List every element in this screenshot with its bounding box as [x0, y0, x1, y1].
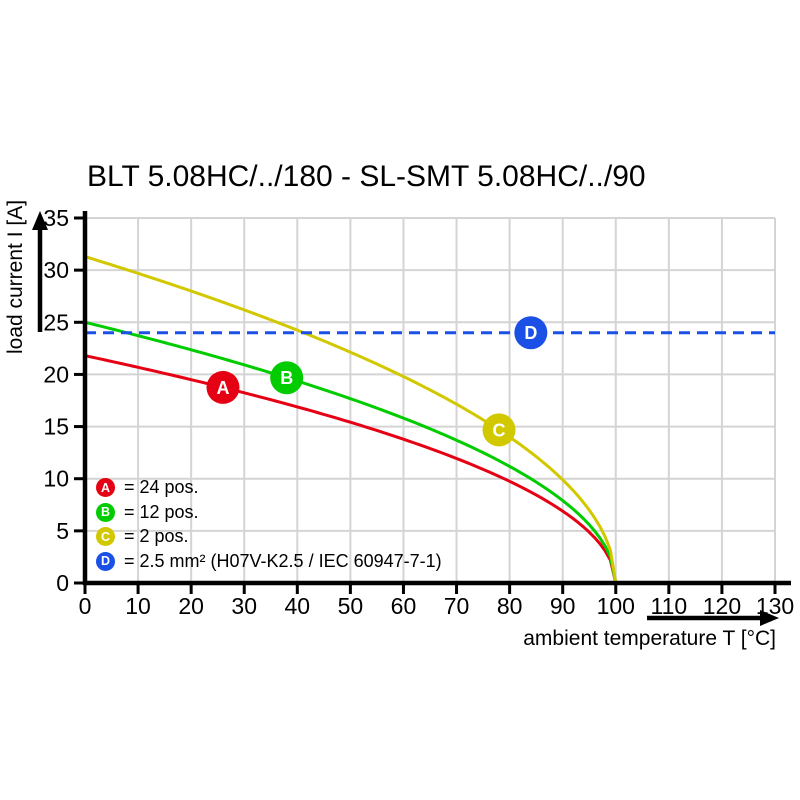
- curve-a: [84, 354, 618, 584]
- x-tick-label: 30: [231, 593, 257, 619]
- x-tick-label: 80: [497, 593, 523, 619]
- y-tick-label: 20: [43, 361, 69, 387]
- y-tick-label: 10: [43, 466, 69, 492]
- y-tick-label: 15: [43, 414, 69, 440]
- curve-marker-d: [514, 316, 548, 350]
- x-tick-label: 40: [285, 593, 311, 619]
- curve-marker-c-label: C: [493, 420, 506, 440]
- curve-marker-b-label: B: [280, 368, 293, 388]
- x-tick-label: 0: [79, 593, 92, 619]
- curve-b: [84, 320, 618, 584]
- y-tick-label: 25: [43, 309, 69, 335]
- x-tick-label: 20: [178, 593, 204, 619]
- y-axis-label: load current I [A]: [4, 200, 27, 354]
- legend-label-c: = 2 pos.: [124, 526, 189, 546]
- x-tick-label: 110: [651, 593, 688, 619]
- legend-marker-c-icon: C: [96, 527, 115, 546]
- x-tick-label: 50: [338, 593, 364, 619]
- curve-marker-b: [270, 361, 304, 395]
- x-tick-label: 90: [550, 593, 576, 619]
- y-tick-label: 30: [43, 257, 69, 283]
- curve-marker-c: [482, 413, 516, 447]
- x-tick-label: 60: [391, 593, 417, 619]
- curve-marker-a-label: A: [217, 378, 230, 398]
- curve-marker-d-label: D: [524, 323, 537, 343]
- legend-marker-d-icon: D: [96, 551, 115, 571]
- legend-item-c: C = 2 pos.: [96, 526, 442, 546]
- legend-item-b: B = 12 pos.: [96, 501, 442, 522]
- y-tick-label: 0: [56, 570, 69, 596]
- y-tick-label: 35: [43, 205, 69, 231]
- legend-label-d: = 2.5 mm² (H07V-K2.5 / IEC 60947-7-1): [124, 550, 442, 571]
- y-axis-arrowhead-icon: [32, 211, 48, 230]
- x-tick-label: 100: [597, 593, 635, 619]
- legend-label-b: = 12 pos.: [124, 501, 199, 522]
- x-tick-label: 10: [125, 593, 151, 619]
- x-axis-arrowhead-icon: [760, 610, 779, 626]
- legend-marker-b-icon: B: [96, 502, 115, 522]
- chart-title: BLT 5.08HC/../180 - SL-SMT 5.08HC/../90: [87, 160, 646, 193]
- legend-item-d: D = 2.5 mm² (H07V-K2.5 / IEC 60947-7-1): [96, 550, 442, 571]
- x-tick-label: 120: [703, 593, 741, 619]
- x-tick-label: 70: [444, 593, 470, 619]
- legend-marker-a-icon: A: [96, 478, 115, 497]
- curve-c: [84, 255, 618, 584]
- legend-item-a: A = 24 pos.: [96, 477, 442, 497]
- curve-marker-a: [206, 370, 240, 404]
- y-tick-label: 5: [56, 518, 69, 544]
- chart-legend: A = 24 pos. B = 12 pos. C = 2 pos. D = 2…: [96, 477, 442, 571]
- x-axis-label: ambient temperature T [°C]: [523, 627, 776, 650]
- legend-label-a: = 24 pos.: [124, 477, 199, 497]
